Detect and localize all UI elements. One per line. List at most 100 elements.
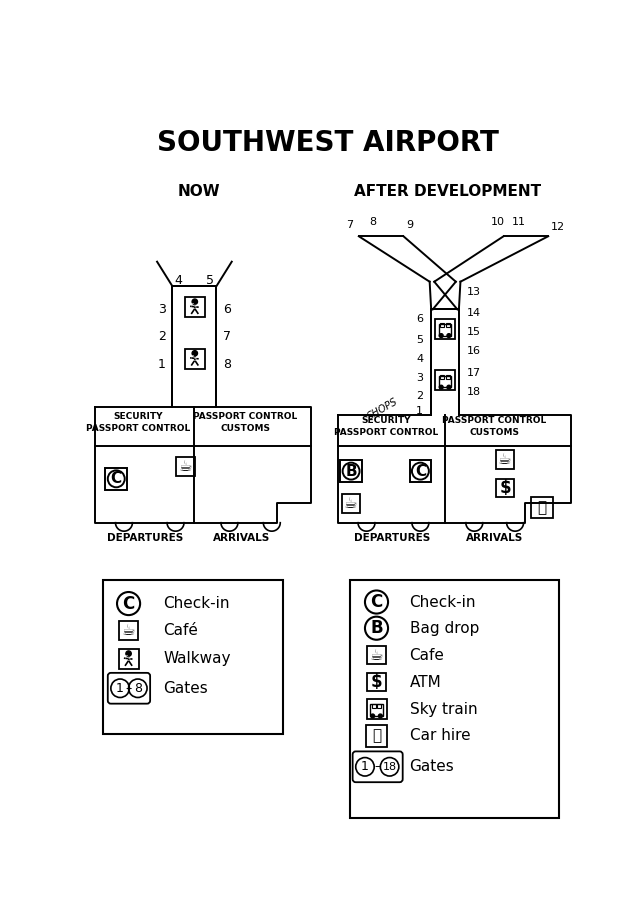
Text: 14: 14 [467,308,481,318]
Text: Cafe: Cafe [410,648,445,663]
Text: ☕: ☕ [344,496,358,511]
Text: ☕: ☕ [499,452,512,467]
Text: –: – [125,682,132,695]
Text: Check-in: Check-in [163,596,230,611]
Bar [446,375,450,378]
Text: C: C [111,472,122,486]
Text: 4: 4 [416,354,423,364]
Bar [340,461,362,482]
Text: Check-in: Check-in [410,594,476,609]
Text: 2: 2 [157,330,166,342]
Text: SECURITY
PASSPORT CONTROL: SECURITY PASSPORT CONTROL [86,413,190,433]
Text: PASSPORT CONTROL
CUSTOMS: PASSPORT CONTROL CUSTOMS [193,413,298,433]
Text: 4: 4 [175,273,182,287]
Text: 3: 3 [157,303,166,316]
Circle shape [447,334,451,338]
Text: Walkway: Walkway [163,652,231,666]
Text: 1: 1 [116,682,124,695]
Bar [435,370,455,390]
Text: $: $ [371,673,382,691]
Bar [367,646,386,665]
Text: AFTER DEVELOPMENT: AFTER DEVELOPMENT [354,184,541,199]
Bar [496,479,515,497]
Text: ☞: ☞ [190,354,200,364]
Text: 13: 13 [467,287,481,296]
Bar [410,461,431,482]
Bar [440,375,444,378]
Text: –: – [374,761,380,773]
Text: 10: 10 [490,218,504,227]
Text: Gates: Gates [163,681,208,696]
Circle shape [192,351,198,356]
Bar [342,494,360,512]
Text: B: B [370,619,383,637]
Text: C: C [122,594,134,613]
Text: 8: 8 [369,218,376,227]
Text: Café: Café [163,623,198,638]
Bar [367,699,387,719]
Text: C: C [415,463,426,479]
Text: 1: 1 [361,761,369,773]
Bar [496,450,515,469]
Bar [372,703,376,708]
Text: 6: 6 [416,314,423,324]
Text: SOUTHWEST AIRPORT: SOUTHWEST AIRPORT [157,129,499,157]
Text: 6: 6 [223,303,231,316]
Text: 8: 8 [223,358,231,371]
Text: 15: 15 [467,327,481,337]
Text: 18: 18 [467,387,481,397]
Bar [371,704,383,716]
Text: 9: 9 [406,220,413,230]
Text: ARRIVALS: ARRIVALS [213,533,270,543]
Bar [446,323,450,327]
Text: 12: 12 [550,222,564,232]
Text: PASSPORT CONTROL
CUSTOMS: PASSPORT CONTROL CUSTOMS [442,416,547,437]
Text: B: B [346,463,357,479]
Text: DEPARTURES: DEPARTURES [354,533,430,543]
Circle shape [371,714,374,718]
Circle shape [439,385,443,390]
Circle shape [126,651,131,656]
Text: Car hire: Car hire [410,728,470,744]
Bar [367,673,386,691]
Text: 18: 18 [383,761,397,772]
Text: 2: 2 [416,390,423,401]
Text: C: C [371,593,383,611]
Text: NOW: NOW [177,184,220,199]
Text: 7: 7 [346,220,353,230]
Circle shape [378,714,382,718]
Bar [103,581,284,735]
Bar [439,324,451,336]
Text: 🚗: 🚗 [538,500,547,515]
Text: Gates: Gates [410,760,454,774]
Text: ☞: ☞ [124,654,134,664]
Bar [118,649,139,669]
Text: Bag drop: Bag drop [410,620,479,636]
Bar [349,581,559,818]
Text: ☕: ☕ [122,623,136,638]
Text: 5: 5 [206,273,214,287]
Bar [185,349,205,368]
Bar [106,468,127,489]
Text: 1: 1 [157,358,166,371]
Bar [435,318,455,339]
Text: ATM: ATM [410,675,442,689]
Text: 8: 8 [134,682,142,695]
Text: Sky train: Sky train [410,701,477,716]
Circle shape [447,385,451,390]
Text: 5: 5 [416,335,423,345]
Text: DEPARTURES: DEPARTURES [107,533,183,543]
Text: 11: 11 [512,218,526,227]
Bar [378,703,381,708]
Text: 17: 17 [467,367,481,378]
Text: ARRIVALS: ARRIVALS [466,533,523,543]
Bar [531,497,553,518]
Text: ☕: ☕ [179,459,193,474]
Text: SHOPS: SHOPS [365,397,399,422]
Circle shape [192,299,198,305]
Text: ☕: ☕ [370,648,383,663]
Bar [176,457,195,475]
Bar [440,323,444,327]
Circle shape [439,334,443,338]
Bar [439,376,451,387]
